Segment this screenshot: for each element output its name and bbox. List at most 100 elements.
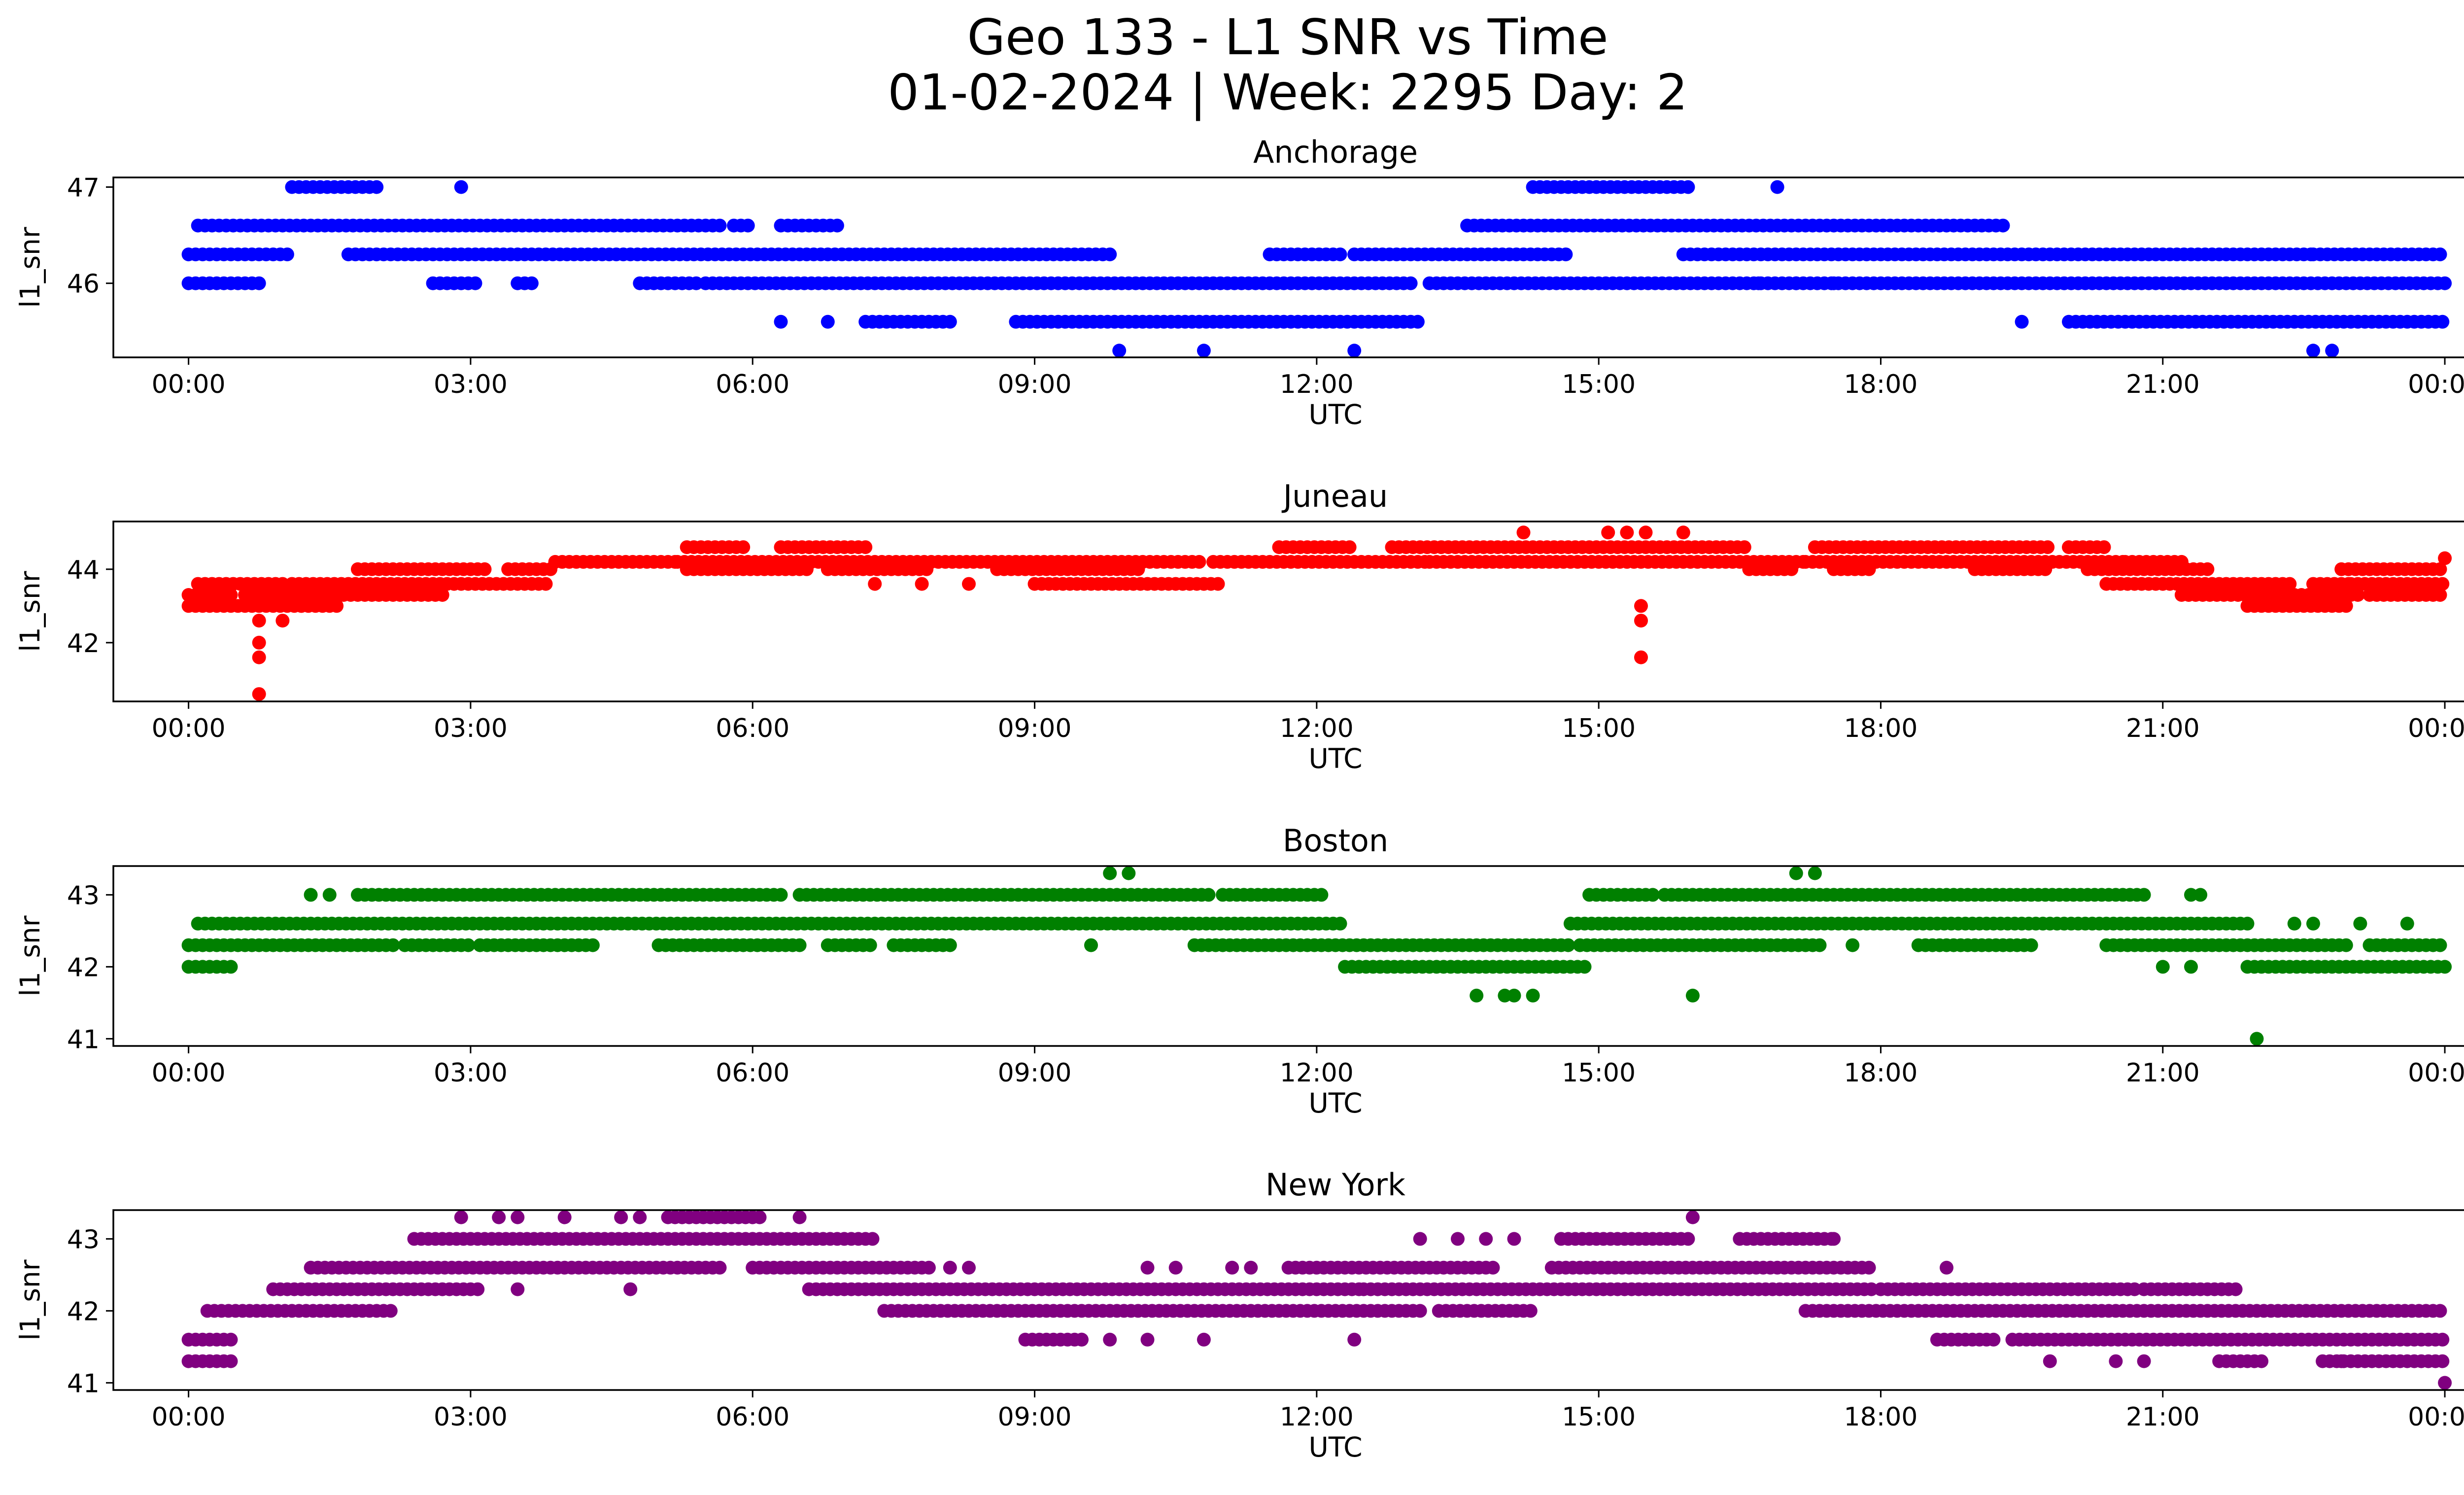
data-point	[1103, 1332, 1117, 1347]
y-tick-label: 42	[67, 629, 100, 659]
x-tick-label: 18:00	[1844, 714, 1918, 743]
x-tick-label: 15:00	[1562, 370, 1636, 399]
x-tick-label: 03:00	[434, 370, 508, 399]
data-point	[2193, 888, 2208, 902]
data-point	[1347, 1332, 1362, 1347]
data-point	[275, 614, 290, 628]
data-point	[1789, 276, 1803, 290]
data-point	[1639, 525, 1653, 540]
y-tick-label: 44	[67, 556, 100, 585]
panel-title: Anchorage	[1253, 134, 1418, 170]
y-axis-label: l1_snr	[14, 227, 46, 308]
data-point	[1168, 1260, 1183, 1275]
x-tick-label: 15:00	[1562, 714, 1636, 743]
data-point	[524, 276, 539, 290]
x-tick-label: 00:00	[152, 370, 226, 399]
data-point	[1342, 540, 1357, 555]
x-tick-label: 00:00	[2408, 370, 2464, 399]
data-point	[1103, 866, 1117, 880]
data-point	[1751, 276, 1766, 290]
data-point	[2433, 588, 2447, 602]
data-point	[2228, 1282, 2243, 1296]
data-point	[1140, 1332, 1155, 1347]
data-point	[2438, 276, 2452, 290]
data-point	[741, 218, 755, 233]
data-point	[736, 540, 751, 555]
x-tick-label: 12:00	[1280, 1058, 1354, 1088]
data-point	[1827, 1232, 1841, 1246]
data-point	[1225, 1260, 1239, 1275]
data-point	[1507, 988, 1521, 1003]
data-point	[1634, 650, 1648, 664]
data-point	[868, 577, 882, 591]
data-point	[1685, 988, 1700, 1003]
x-tick-label: 21:00	[2126, 1058, 2200, 1088]
scatter-points	[181, 866, 2452, 1046]
data-point	[454, 180, 468, 194]
data-point	[280, 247, 294, 262]
data-point	[492, 1210, 506, 1224]
panel-anchorage: Anchorage 00:00 03:00 06:00 09:00 12:00 15:00 1…	[14, 134, 2464, 430]
data-point	[2400, 916, 2414, 931]
y-tick-label: 47	[67, 174, 100, 203]
data-point	[471, 1282, 485, 1296]
x-tick-label: 06:00	[716, 1058, 789, 1088]
data-point	[1789, 866, 1803, 880]
data-point	[1770, 180, 1784, 194]
data-point	[2024, 938, 2038, 952]
data-point	[1620, 525, 1634, 540]
data-point	[2433, 247, 2447, 262]
panels: Anchorage 00:00 03:00 06:00 09:00 12:00 15:00 1…	[14, 134, 2464, 1463]
data-point	[1333, 247, 1347, 262]
data-point	[1197, 344, 1211, 357]
data-point	[224, 1354, 238, 1368]
y-tick-label: 43	[67, 1225, 100, 1254]
data-point	[1201, 888, 1216, 902]
x-tick-label: 03:00	[434, 1058, 508, 1088]
data-point	[1140, 1260, 1155, 1275]
data-point	[511, 1282, 525, 1296]
x-tick-label: 09:00	[998, 714, 1072, 743]
x-tick-label: 00:00	[2408, 714, 2464, 743]
data-point	[252, 650, 266, 664]
data-point	[2334, 1354, 2349, 1368]
data-point	[478, 562, 492, 576]
data-point	[2435, 314, 2450, 329]
data-point	[304, 888, 318, 902]
panel-new-york: New York 00:00 03:00 06:00 09:00 12:00 15:00 18…	[14, 1167, 2464, 1463]
data-point	[865, 1232, 880, 1246]
data-point	[2339, 599, 2353, 613]
data-point	[2255, 1354, 2269, 1368]
y-tick-label: 42	[67, 953, 100, 982]
data-point	[224, 1332, 238, 1347]
data-point	[252, 687, 266, 701]
data-point	[1347, 344, 1362, 357]
data-point	[2156, 960, 2170, 974]
data-point	[386, 938, 400, 952]
data-point	[2433, 562, 2447, 576]
x-tick-label: 06:00	[716, 370, 789, 399]
x-tick-label: 06:00	[716, 714, 789, 743]
x-tick-label: 18:00	[1844, 1402, 1918, 1432]
data-point	[1211, 577, 1225, 591]
x-tick-label: 09:00	[998, 370, 1072, 399]
data-point	[830, 218, 844, 233]
data-point	[383, 1304, 398, 1318]
data-point	[511, 1210, 525, 1224]
scatter-points	[181, 180, 2452, 357]
data-point	[2200, 562, 2215, 576]
data-point	[224, 588, 238, 602]
x-tick-label: 12:00	[1280, 1402, 1354, 1432]
data-point	[1103, 247, 1117, 262]
data-point	[1601, 525, 1615, 540]
data-point	[863, 938, 877, 952]
scatter-points	[181, 1210, 2452, 1390]
data-point	[461, 938, 476, 952]
data-point	[224, 960, 238, 974]
data-point	[623, 1282, 638, 1296]
data-point	[1827, 276, 1841, 290]
panel-boston: Boston 00:00 03:00 06:00 09:00 12:00 15:00 18:0…	[14, 823, 2464, 1119]
data-point	[633, 1210, 647, 1224]
panel-title: Boston	[1283, 823, 1388, 859]
data-point	[858, 540, 873, 555]
